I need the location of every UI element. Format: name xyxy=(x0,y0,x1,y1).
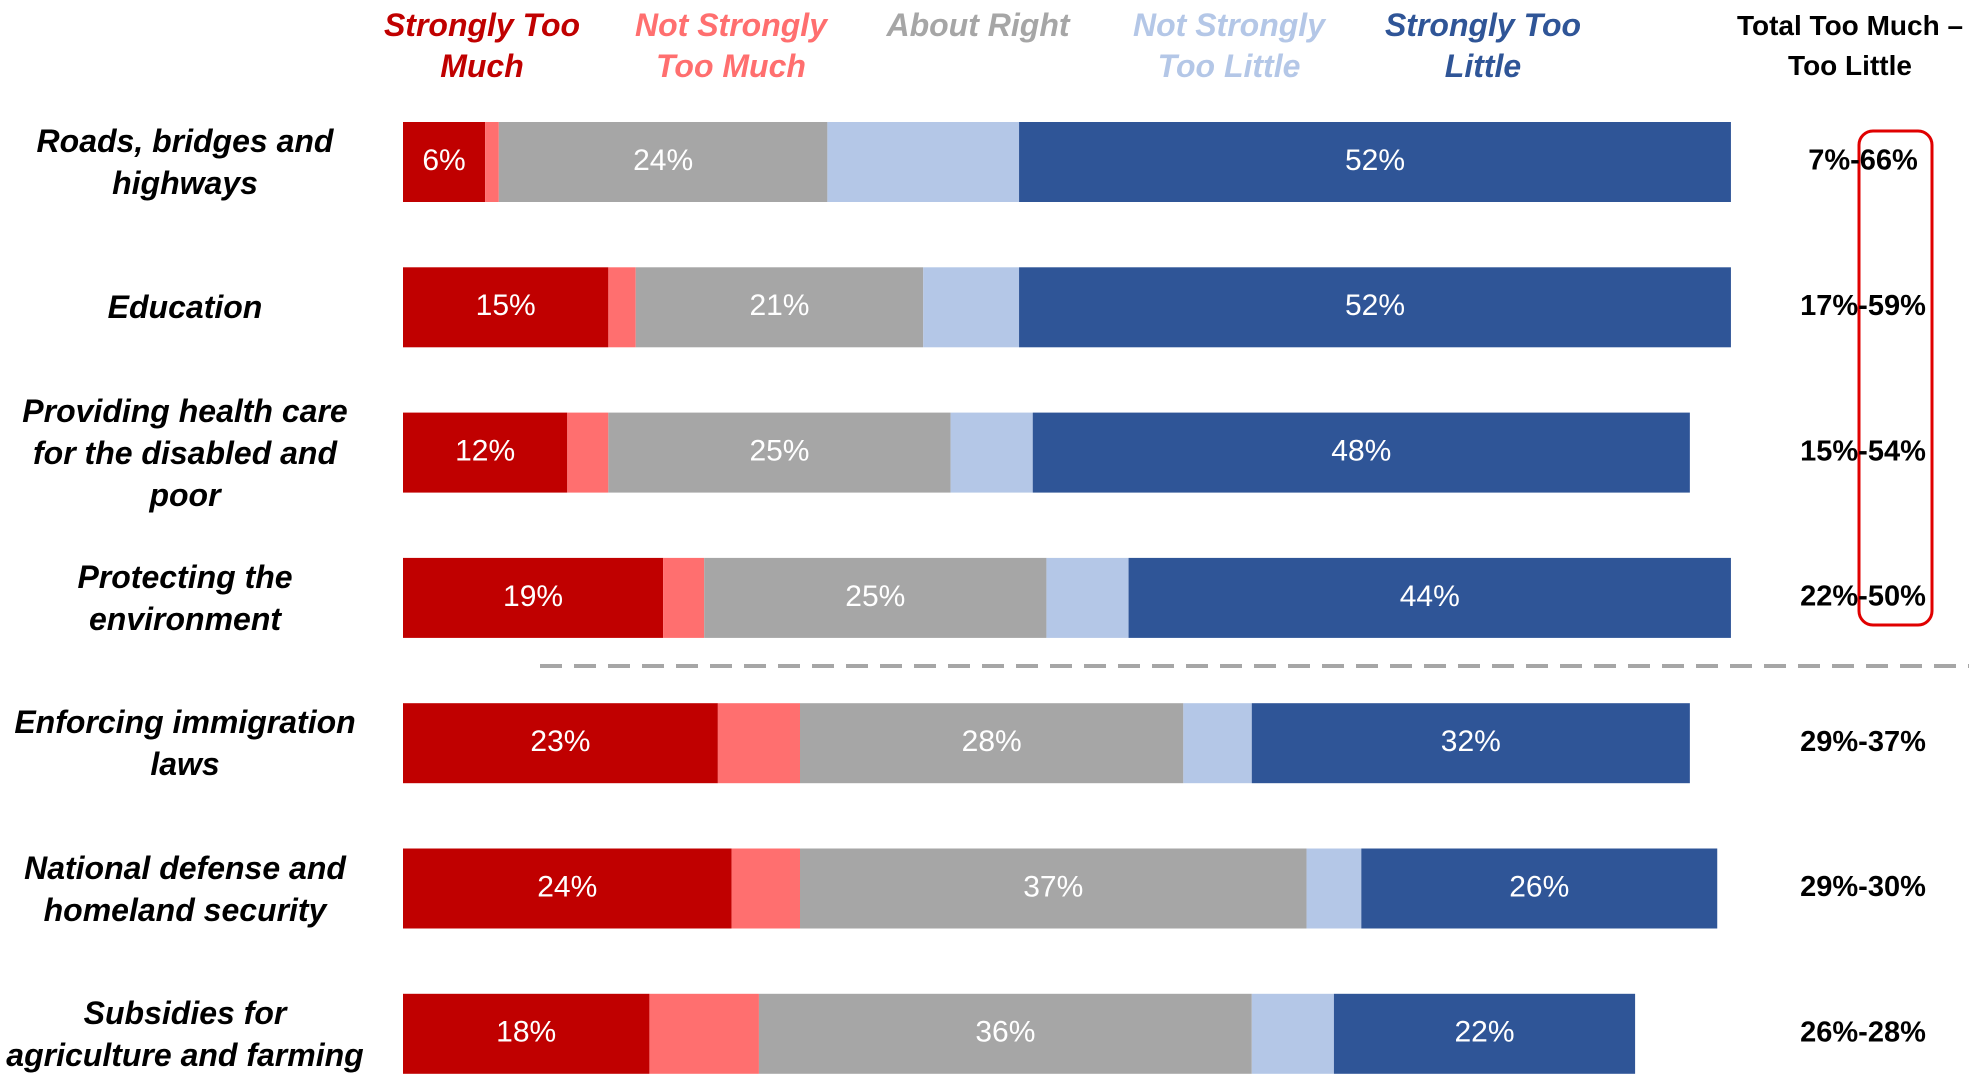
data-label: 44% xyxy=(1400,580,1460,613)
bar-segment xyxy=(704,557,1047,638)
data-label: 37% xyxy=(1023,870,1083,903)
data-label: 21% xyxy=(749,289,809,322)
data-label: 48% xyxy=(1331,435,1391,468)
bar-segment xyxy=(498,122,828,202)
bar-segment xyxy=(923,267,1020,348)
bar-segment xyxy=(403,703,718,784)
data-label: 23% xyxy=(530,725,590,758)
category-label: Providing health care for the disabled a… xyxy=(22,392,348,513)
category-label: Protecting the environment xyxy=(77,558,293,637)
bar-segment xyxy=(1306,848,1362,929)
bar-segment xyxy=(800,703,1184,784)
total-label: 26%-28% xyxy=(1800,1016,1926,1048)
bar-segment xyxy=(1333,993,1636,1074)
bar-segment xyxy=(827,122,1020,202)
bar-segment xyxy=(800,848,1307,929)
total-label: 7%-66% xyxy=(1808,145,1918,177)
bar-segment xyxy=(1251,993,1334,1074)
data-label: 28% xyxy=(962,725,1022,758)
total-label: 29%-37% xyxy=(1800,726,1926,758)
total-label: 17%-59% xyxy=(1800,290,1926,322)
bar-segment xyxy=(403,412,568,493)
bar-segment xyxy=(758,993,1252,1074)
data-label: 32% xyxy=(1441,725,1501,758)
bar-segment xyxy=(950,412,1033,493)
bar-segment xyxy=(663,557,705,638)
category-label: Enforcing immigration laws xyxy=(14,704,356,783)
bar-segment xyxy=(608,412,951,493)
bar-segment xyxy=(567,412,609,493)
bar-segment xyxy=(1128,557,1731,638)
bar-segment xyxy=(403,122,486,202)
data-label: 25% xyxy=(749,435,809,468)
legend-entry: About Right xyxy=(886,7,1070,43)
bar-segment xyxy=(649,993,759,1074)
data-label: 6% xyxy=(422,144,465,177)
bar-segment xyxy=(403,267,609,348)
data-label: 15% xyxy=(476,289,536,322)
data-label: 12% xyxy=(455,435,515,468)
category-label: Roads, bridges and highways xyxy=(36,123,334,201)
bar-segment xyxy=(1046,557,1129,638)
bar-segment xyxy=(608,267,636,348)
bar-segment xyxy=(403,557,664,638)
total-label: 29%-30% xyxy=(1800,871,1926,903)
category-label: Subsidies for agriculture and farming xyxy=(6,994,364,1073)
totals-title: Total Too Much – Too Little xyxy=(1736,10,1964,81)
bar-segment xyxy=(1361,848,1718,929)
category-label: Education xyxy=(107,289,263,326)
data-label: 18% xyxy=(496,1016,556,1049)
bar-segment xyxy=(1183,703,1252,784)
bar-segment xyxy=(1019,122,1731,202)
legend-entry: Not Strongly Too Much xyxy=(635,7,827,84)
data-label: 24% xyxy=(537,870,597,903)
data-label: 26% xyxy=(1509,870,1569,903)
bar-segment xyxy=(1032,412,1690,493)
total-label: 22%-50% xyxy=(1800,581,1926,613)
data-label: 19% xyxy=(503,580,563,613)
legend-entry: Strongly Too Much xyxy=(383,7,581,84)
bar-segment xyxy=(403,993,650,1074)
bar-segment xyxy=(1251,703,1690,784)
legend-entry: Strongly Too Little xyxy=(1384,7,1582,84)
data-label: 52% xyxy=(1345,144,1405,177)
data-label: 22% xyxy=(1454,1016,1514,1049)
data-label: 52% xyxy=(1345,289,1405,322)
bar-segment xyxy=(717,703,801,784)
bar-segment xyxy=(1019,267,1731,348)
bar-segment xyxy=(485,122,499,202)
legend-entry: Not Strongly Too Little xyxy=(1133,7,1325,84)
bar-segment xyxy=(731,848,801,929)
data-label: 25% xyxy=(845,580,905,613)
bar-segment xyxy=(403,848,732,929)
total-label: 15%-54% xyxy=(1800,435,1926,467)
data-label: 36% xyxy=(975,1016,1035,1049)
category-label: National defense and homeland security xyxy=(24,849,346,928)
bar-segment xyxy=(635,267,924,348)
data-label: 24% xyxy=(633,144,693,177)
highlight-box xyxy=(1857,129,1934,627)
